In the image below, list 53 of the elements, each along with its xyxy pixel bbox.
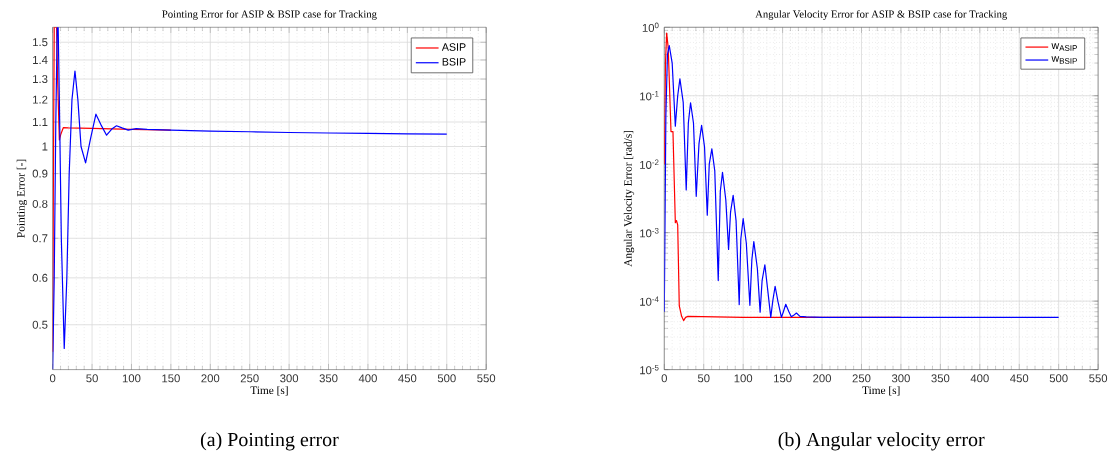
x-tick-label: 150 bbox=[774, 374, 792, 383]
x-tick-label: 300 bbox=[280, 374, 299, 383]
x-tick-label: 550 bbox=[1089, 374, 1108, 383]
x-axis-title: Time [s] bbox=[250, 386, 288, 396]
x-tick-label: 200 bbox=[813, 374, 832, 383]
x-tick-label: 350 bbox=[319, 374, 338, 383]
y-tick-label: 0.8 bbox=[32, 200, 48, 209]
legend-label: w$_{ASIP}$ bbox=[1051, 43, 1077, 52]
x-tick-label: 200 bbox=[201, 374, 220, 383]
x-tick-label: 500 bbox=[1049, 374, 1068, 383]
y-axis-title: Angular Velocity Error [rad/s] bbox=[623, 131, 635, 267]
y-tick-label: 1.2 bbox=[33, 95, 48, 104]
x-tick-label: 450 bbox=[398, 374, 417, 383]
x-axis-title: Time [s] bbox=[862, 386, 900, 396]
x-tick-label: 300 bbox=[891, 374, 910, 383]
x-tick-label: 400 bbox=[358, 374, 377, 383]
y-tick-label: 0.6 bbox=[32, 274, 48, 283]
x-tick-label: 350 bbox=[931, 374, 950, 383]
x-tick-label: 50 bbox=[86, 374, 98, 383]
y-axis-title: Pointing Error [-] bbox=[16, 159, 28, 238]
x-tick-label: 0 bbox=[49, 374, 56, 383]
y-tick-label: 10$^{-4}$ bbox=[640, 296, 659, 307]
y-tick-label: 1.3 bbox=[33, 75, 48, 84]
x-tick-label: 450 bbox=[1010, 374, 1029, 383]
x-tick-label: 100 bbox=[734, 374, 753, 383]
y-tick-label: 10$^{-2}$ bbox=[640, 159, 659, 170]
x-tick-label: 500 bbox=[437, 374, 456, 383]
x-tick-label: 50 bbox=[697, 374, 710, 383]
text: (b) Angular velocity error bbox=[778, 432, 985, 451]
y-tick-label: 1 bbox=[42, 142, 48, 151]
y-tick-label: 1.4 bbox=[33, 56, 48, 65]
y-tick-label: 1.5 bbox=[33, 38, 48, 47]
y-tick-label: 10$^{-1}$ bbox=[640, 91, 659, 101]
y-tick-label: 1.1 bbox=[33, 118, 48, 127]
x-tick-label: 550 bbox=[477, 374, 496, 383]
x-tick-label: 100 bbox=[122, 374, 141, 383]
x-tick-label: 250 bbox=[240, 374, 259, 383]
chart-title: Angular Velocity Error for ASIP & BSIP case for Tracking bbox=[755, 10, 1008, 21]
y-tick-label: 10$^{-3}$ bbox=[640, 228, 659, 238]
legend-label: w$_{BSIP}$ bbox=[1051, 56, 1077, 65]
text: (a) Pointing error bbox=[200, 432, 339, 451]
chart-title: Pointing Error for ASIP & BSIP case for Tracking bbox=[162, 10, 377, 21]
legend-label: ASIP bbox=[441, 43, 466, 52]
x-tick-label: 250 bbox=[852, 374, 871, 383]
legend-label: BSIP bbox=[442, 58, 466, 66]
x-tick-label: 400 bbox=[970, 374, 989, 383]
y-tick-label: 0.9 bbox=[32, 169, 48, 178]
x-tick-label: 0 bbox=[661, 374, 667, 383]
y-tick-label: 0.7 bbox=[32, 234, 48, 243]
y-tick-label: 0.5 bbox=[32, 321, 48, 330]
x-tick-label: 150 bbox=[162, 374, 180, 383]
y-tick-label: 10$^{-5}$ bbox=[640, 365, 659, 375]
y-tick-label: 10$^{0}$ bbox=[642, 22, 659, 33]
